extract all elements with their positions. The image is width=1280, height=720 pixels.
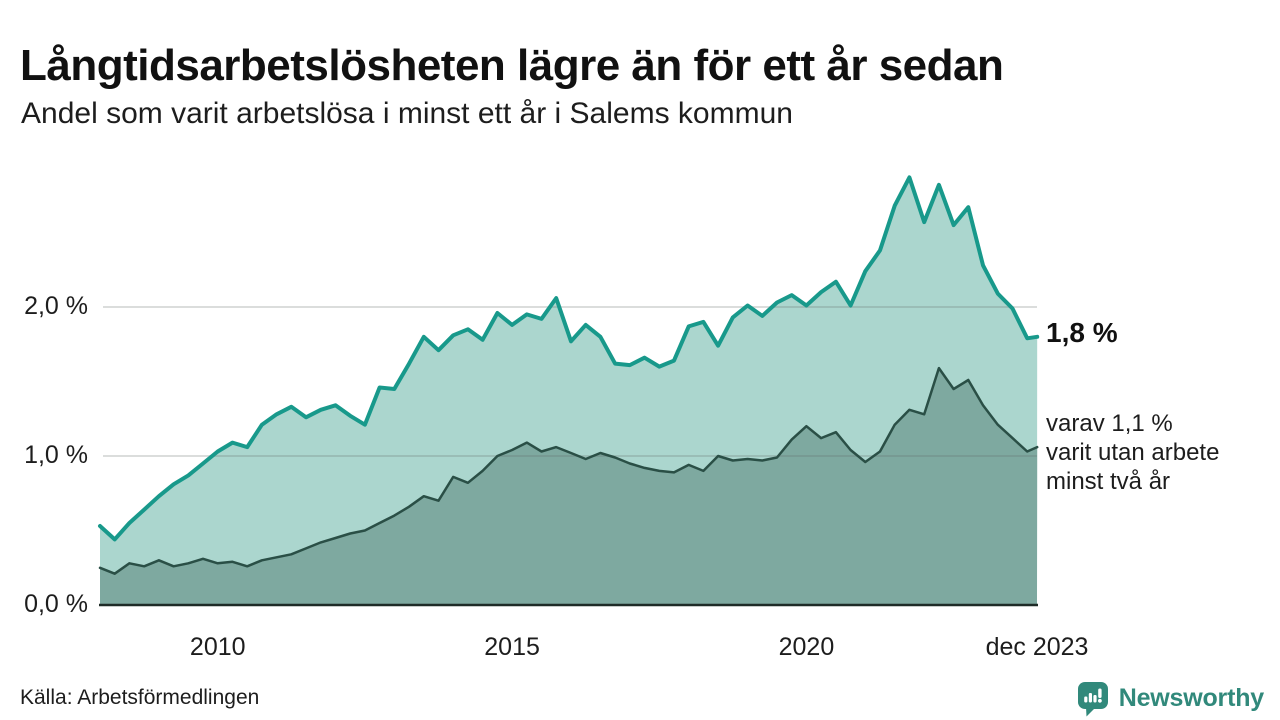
newsworthy-logo-text: Newsworthy [1118,684,1264,712]
line-minst-tva-ar [98,366,1039,575]
x-tick-label: dec 2023 [985,633,1089,661]
x-tick-label: 2020 [778,633,835,661]
latest-value-label: 1,8 % [1046,317,1118,348]
area-minst-tva-ar [100,368,1038,605]
x-tick-label: 2015 [484,633,540,661]
secondary-value-note: varav 1,1 % varit utan arbete minst två … [1046,410,1220,495]
newsworthy-logo[interactable]: Newsworthy [1075,680,1264,717]
page-title: Långtidsarbetslösheten lägre än för ett … [20,41,1004,91]
line-minst-ett-ar [98,175,1040,542]
newsworthy-logo-icon [1077,682,1108,717]
y-tick-label: 2,0 % [24,292,88,320]
source-caption: Källa: Arbetsförmedlingen [20,686,260,709]
y-tick-label: 1,0 % [24,441,88,469]
chart-subtitle: Andel som varit arbetslösa i minst ett å… [21,97,793,130]
x-tick-label: 2010 [189,633,246,661]
y-tick-label: 0,0 % [24,590,88,618]
